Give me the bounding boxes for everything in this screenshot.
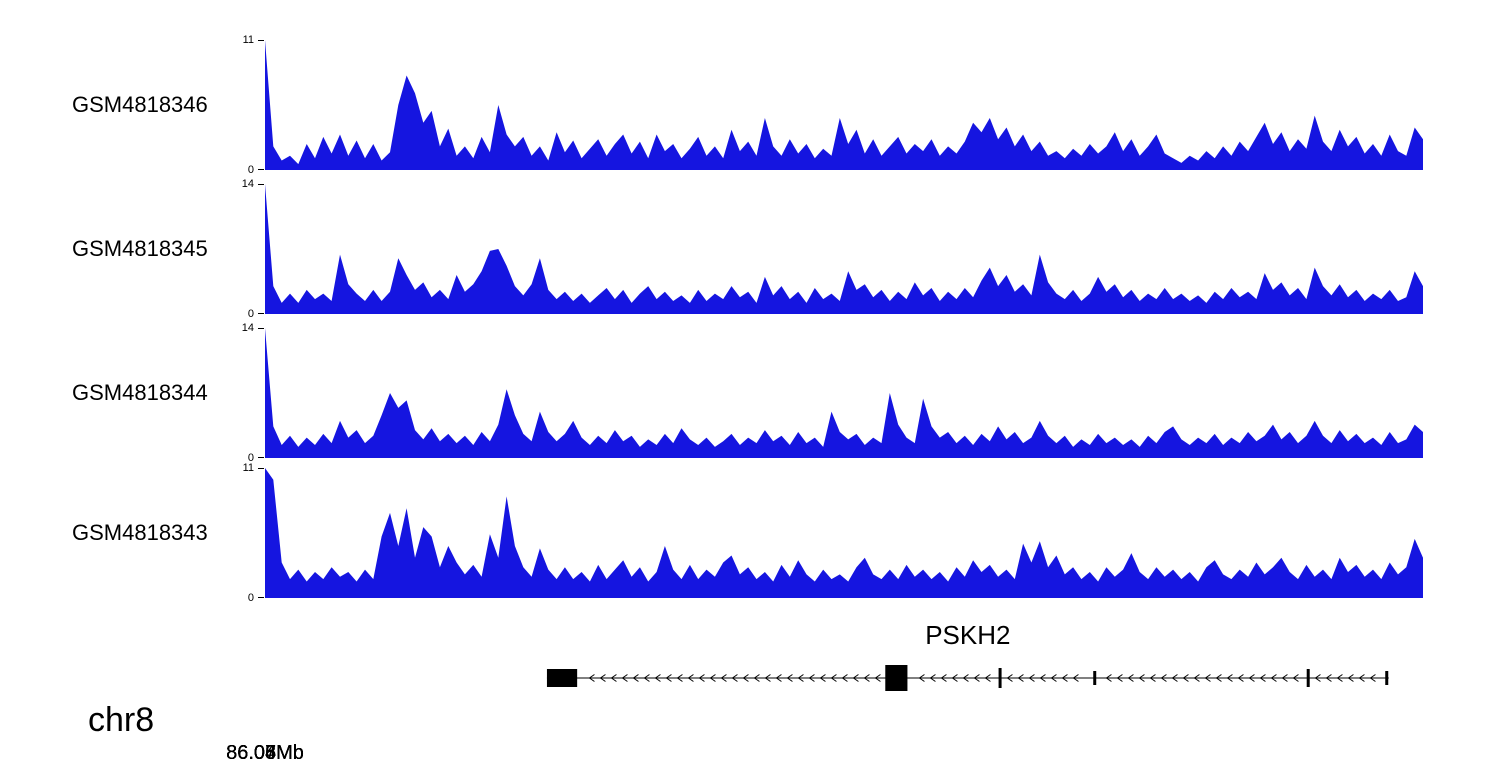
axis-tick-label: 86.04Mb bbox=[226, 742, 304, 764]
genome-axis-labels: 86.04Mb 86.05Mb 86.06Mb 86.07Mb 86.08Mb bbox=[226, 742, 1423, 770]
y-axis-tick bbox=[258, 457, 264, 458]
y-axis-max-label: 11 bbox=[242, 462, 254, 474]
coverage-plot bbox=[265, 184, 1423, 314]
y-axis-max-label: 14 bbox=[241, 322, 254, 334]
y-axis-zero-label: 0 bbox=[247, 592, 254, 604]
track-label: GSM4818343 bbox=[72, 520, 208, 545]
axis-tick-label: 86.08Mb bbox=[226, 742, 304, 764]
coverage-plot bbox=[265, 468, 1423, 598]
axis-tick-label: 86.07Mb bbox=[226, 742, 304, 764]
track-row: GSM4818343 11 0 bbox=[0, 462, 1500, 604]
track-row: GSM4818344 14 0 bbox=[0, 322, 1500, 464]
y-axis-tick bbox=[258, 597, 264, 598]
y-axis-max-label: 11 bbox=[242, 34, 254, 46]
y-axis-zero-label: 0 bbox=[247, 308, 254, 320]
track-label: GSM4818346 bbox=[72, 92, 208, 117]
chromosome-label: chr8 bbox=[88, 701, 155, 739]
y-axis-tick bbox=[258, 468, 264, 469]
gene-track: PSKH2 bbox=[265, 620, 1423, 706]
chromosome-track: chr8 86.04Mb 86.05Mb 86.06Mb 86.07Mb 86.… bbox=[0, 700, 1500, 780]
coverage-plot bbox=[265, 328, 1423, 458]
track-row: GSM4818345 14 0 bbox=[0, 178, 1500, 320]
chromosome-ideogram-svg bbox=[265, 704, 1423, 740]
coverage-plot bbox=[265, 40, 1423, 170]
y-axis-tick bbox=[258, 313, 264, 314]
track-label: GSM4818344 bbox=[72, 380, 208, 405]
gene-name-label: PSKH2 bbox=[925, 620, 1011, 650]
axis-tick-label: 86.06Mb bbox=[226, 742, 304, 764]
track-row: GSM4818346 11 0 bbox=[0, 34, 1500, 176]
axis-tick-label: 86.05Mb bbox=[226, 742, 304, 764]
track-label: GSM4818345 bbox=[72, 236, 208, 261]
gene-model-svg bbox=[546, 665, 1389, 691]
y-axis-max-label: 14 bbox=[241, 178, 254, 190]
y-axis-zero-label: 0 bbox=[247, 164, 254, 176]
y-axis-tick bbox=[258, 184, 264, 185]
y-axis-tick bbox=[258, 169, 264, 170]
y-axis-tick bbox=[258, 40, 264, 41]
y-axis-zero-label: 0 bbox=[247, 452, 254, 464]
y-axis-tick bbox=[258, 328, 264, 329]
